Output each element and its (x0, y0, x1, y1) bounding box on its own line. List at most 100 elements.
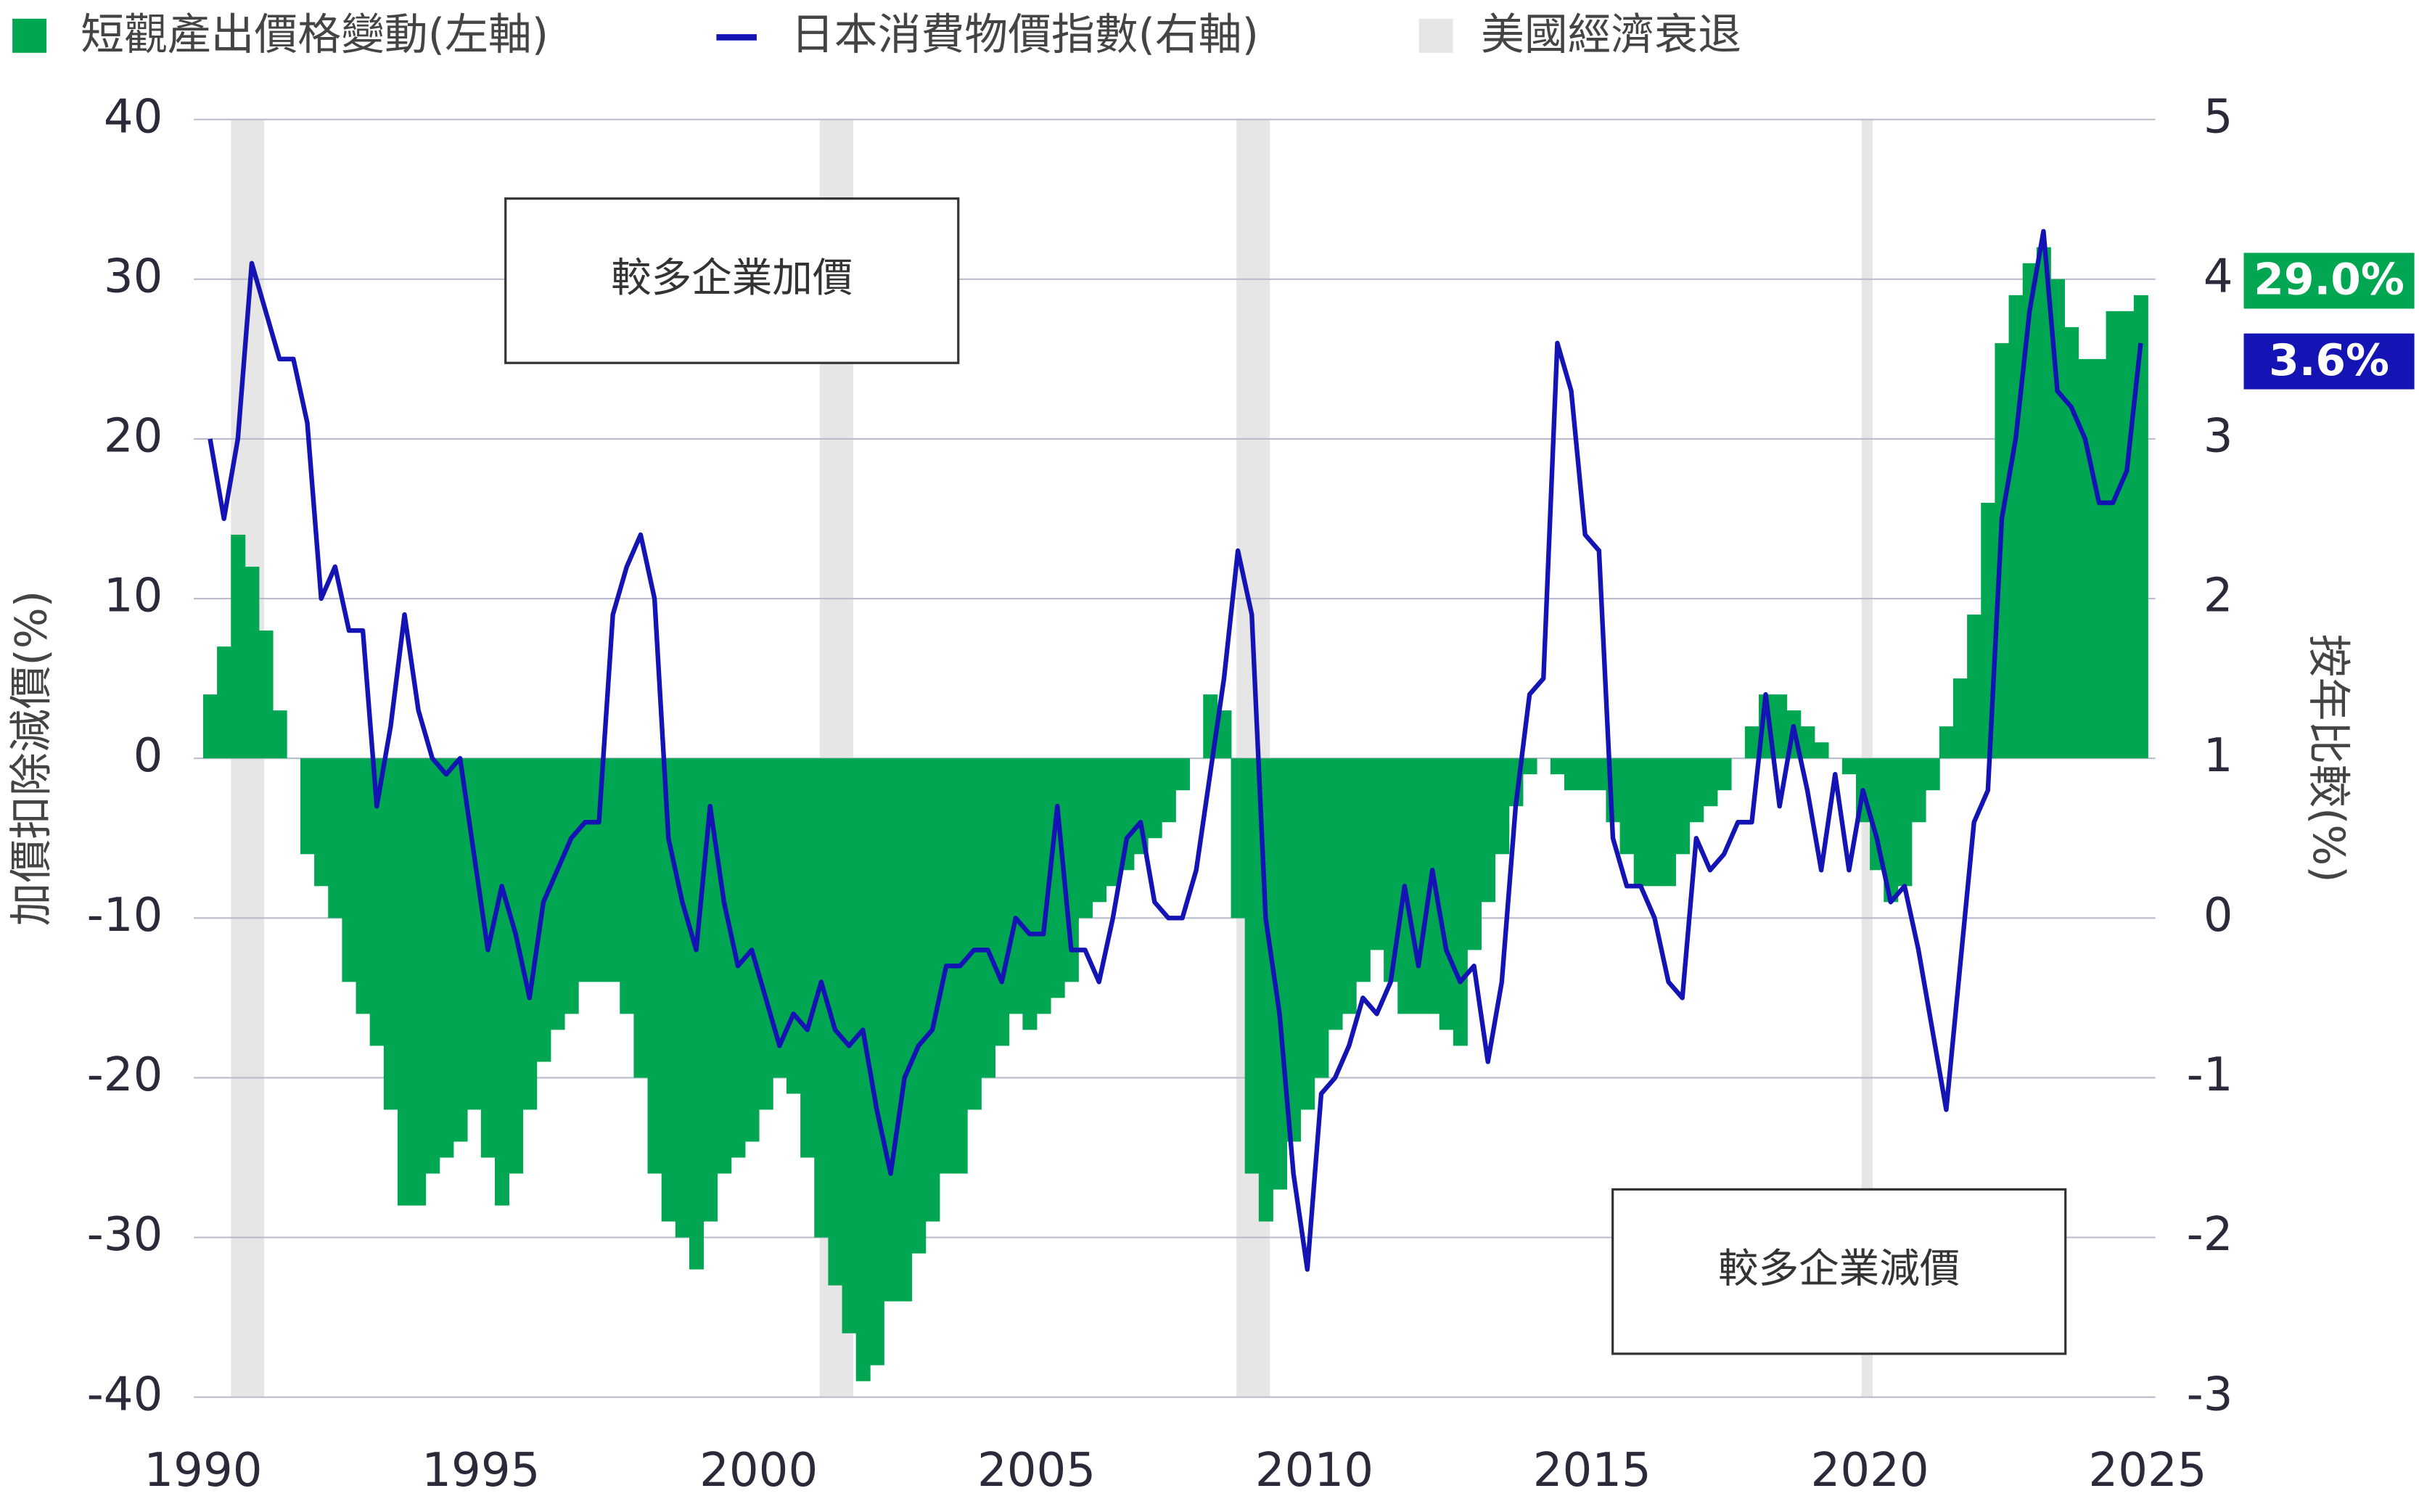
x-tick-label: 2000 (699, 1443, 818, 1497)
bar (217, 646, 232, 759)
bar (2008, 295, 2024, 759)
y2-tick-label: 5 (2204, 89, 2233, 144)
y2-tick-label: 4 (2204, 249, 2233, 303)
bar (1036, 758, 1051, 1014)
bar (828, 758, 843, 1286)
bar (1244, 758, 1260, 1174)
bar (758, 758, 773, 1110)
bar (1800, 726, 1815, 759)
bar (1092, 758, 1107, 903)
y2-tick-label: 2 (2204, 569, 2233, 623)
y-tick-label: -20 (87, 1048, 163, 1102)
annotation-box (504, 197, 960, 364)
bar (800, 758, 816, 1158)
bar (1300, 758, 1315, 1110)
bar (2036, 247, 2051, 759)
bar (2078, 358, 2093, 759)
bar (1870, 758, 1885, 871)
bar (494, 758, 509, 1206)
y-tick-label: 20 (104, 409, 163, 464)
bar (1106, 758, 1121, 887)
y2-tick-label: -1 (2187, 1048, 2233, 1102)
bar (675, 758, 690, 1238)
bar (328, 758, 343, 919)
bar (1369, 758, 1384, 950)
bar (633, 758, 649, 1078)
legend-label: 美國經濟衰退 (1481, 9, 1741, 60)
bar (453, 758, 468, 1142)
bar (717, 758, 732, 1174)
bar (925, 758, 940, 1222)
bar (1328, 758, 1343, 1030)
bar (1939, 726, 1954, 759)
bar (1133, 758, 1149, 855)
bar (883, 758, 898, 1302)
bar (1925, 758, 1940, 791)
bar (647, 758, 662, 1174)
end-label-box (2243, 252, 2415, 309)
bar (2092, 358, 2107, 759)
legend-swatch (12, 18, 47, 53)
annotation: 較多企業加價 (611, 255, 853, 302)
bar (509, 758, 524, 1174)
bar (480, 758, 496, 1158)
bar (369, 758, 385, 1046)
y2-tick-label: 0 (2204, 888, 2233, 942)
y-tick-label: -30 (87, 1207, 163, 1262)
bar (1619, 758, 1635, 855)
legend-label: 日本消費物價指數(右軸) (791, 9, 1259, 60)
bar (1578, 758, 1593, 791)
bar (1231, 758, 1246, 919)
bar (1717, 758, 1732, 791)
bar (1384, 758, 1399, 982)
y2-tick-label: -3 (2187, 1367, 2233, 1421)
bar (272, 710, 287, 759)
annotation: 較多企業減價 (1718, 1246, 1960, 1293)
bar (1841, 758, 1857, 775)
bar (1314, 758, 1329, 1078)
bar (1647, 758, 1662, 887)
bar (300, 758, 315, 855)
bar (1550, 758, 1565, 775)
bar (814, 758, 829, 1238)
end-label: 3.6% (2269, 335, 2389, 386)
bar (1481, 758, 1496, 903)
bar (898, 758, 913, 1302)
bar (1411, 758, 1426, 1014)
bar (411, 758, 427, 1206)
bar (1884, 758, 1899, 903)
bar (1773, 694, 1788, 759)
bar (966, 758, 982, 1110)
bar (397, 758, 412, 1206)
bar (1744, 726, 1759, 759)
bar (1466, 758, 1482, 950)
bar (1661, 758, 1676, 887)
bar (1897, 758, 1913, 887)
legend-label: 短觀產出價格變動(左軸) (81, 9, 549, 60)
x-tick-label: 1990 (144, 1443, 262, 1497)
bar (1286, 758, 1302, 1142)
bar (2106, 311, 2121, 759)
bar (1217, 710, 1232, 759)
bar (1453, 758, 1468, 1046)
bar (314, 758, 329, 887)
bar (1175, 758, 1190, 791)
y2-tick-label: 1 (2204, 728, 2233, 783)
x-tick-label: 2025 (2088, 1443, 2206, 1497)
annotation-box (1611, 1188, 2067, 1355)
bar (1911, 758, 1926, 823)
bar (620, 758, 635, 1014)
bar (1495, 758, 1510, 855)
bar (245, 567, 260, 759)
bar (356, 758, 371, 1014)
x-tick-label: 2010 (1255, 1443, 1373, 1497)
bar (1633, 758, 1648, 887)
bar (1022, 758, 1038, 1030)
bar (550, 758, 565, 1030)
bar (439, 758, 454, 1158)
bar (911, 758, 927, 1254)
legend-swatch (1418, 18, 1453, 53)
bar (786, 758, 801, 1094)
bar (1439, 758, 1454, 1030)
